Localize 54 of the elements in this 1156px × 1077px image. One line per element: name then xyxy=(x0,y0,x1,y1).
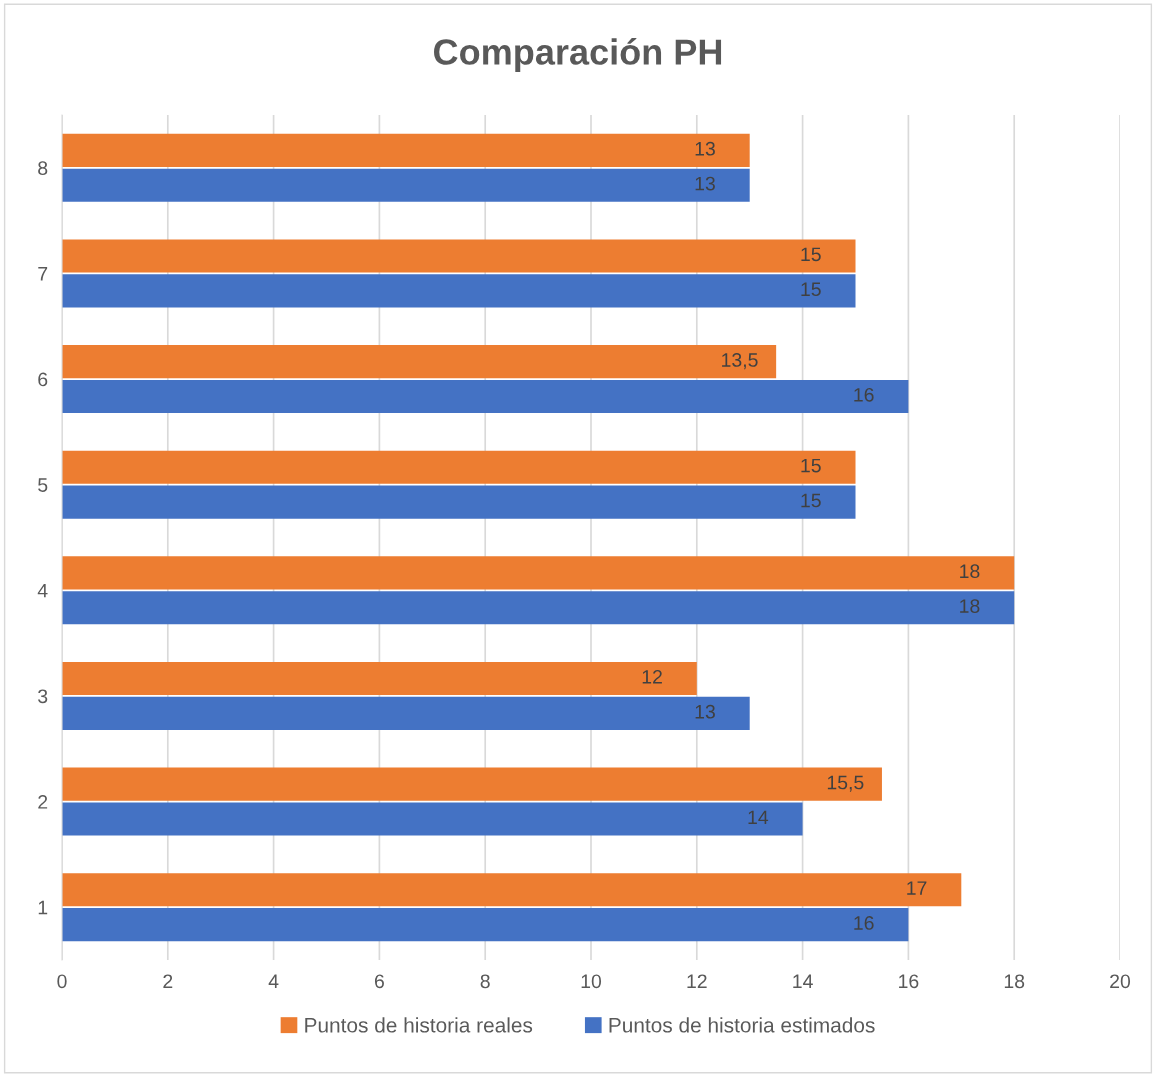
bar xyxy=(62,239,856,273)
x-tick-label: 4 xyxy=(268,974,279,988)
legend-label: Puntos de historia estimados xyxy=(609,1017,875,1033)
data-label: 18 xyxy=(960,599,980,613)
data-label: 13 xyxy=(695,704,715,719)
chart-title: Comparación PH xyxy=(434,38,722,72)
y-tick-label: 6 xyxy=(38,372,48,387)
bar xyxy=(62,696,750,730)
bar xyxy=(62,556,1015,590)
data-label: 15,5 xyxy=(827,775,864,792)
data-label: 15 xyxy=(801,282,821,297)
x-tick-label: 18 xyxy=(1004,974,1025,989)
data-label: 13 xyxy=(695,176,715,191)
bar xyxy=(62,767,882,801)
data-label: 12 xyxy=(642,669,662,684)
x-tick-label: 6 xyxy=(374,974,384,989)
bar xyxy=(62,450,856,484)
data-label: 15 xyxy=(801,493,821,508)
data-label: 16 xyxy=(854,387,874,402)
y-tick-label: 5 xyxy=(38,478,48,492)
bar xyxy=(62,485,856,519)
data-label: 13,5 xyxy=(722,353,758,370)
bar xyxy=(62,133,750,167)
y-tick-label: 4 xyxy=(37,583,48,598)
x-tick-label: 10 xyxy=(581,974,602,989)
data-label: 17 xyxy=(907,881,927,895)
y-tick-label: 1 xyxy=(38,900,48,915)
bar xyxy=(62,591,1015,625)
bar xyxy=(62,379,909,414)
bar xyxy=(62,345,777,379)
bar xyxy=(62,802,803,836)
bar xyxy=(62,908,909,942)
bar xyxy=(62,661,697,696)
data-label: 15 xyxy=(801,458,821,473)
data-label: 15 xyxy=(801,247,821,262)
x-tick-label: 20 xyxy=(1110,974,1131,989)
x-tick-label: 0 xyxy=(57,974,67,989)
x-tick-label: 14 xyxy=(793,974,813,988)
data-label: 13 xyxy=(695,141,715,156)
data-label: 16 xyxy=(854,916,874,930)
y-tick-label: 3 xyxy=(38,689,48,704)
y-tick-label: 2 xyxy=(38,795,48,809)
x-tick-label: 12 xyxy=(687,974,707,988)
y-tick-label: 7 xyxy=(38,267,48,281)
bar xyxy=(62,873,962,907)
x-tick-label: 16 xyxy=(899,974,919,989)
x-tick-label: 8 xyxy=(480,974,490,989)
x-tick-label: 2 xyxy=(163,974,173,988)
bar xyxy=(62,274,856,308)
data-label: 18 xyxy=(960,564,980,579)
y-tick-label: 8 xyxy=(38,161,48,176)
data-label: 14 xyxy=(748,810,769,825)
legend-label: Puntos de historia reales xyxy=(305,1017,533,1033)
bar xyxy=(62,168,750,202)
